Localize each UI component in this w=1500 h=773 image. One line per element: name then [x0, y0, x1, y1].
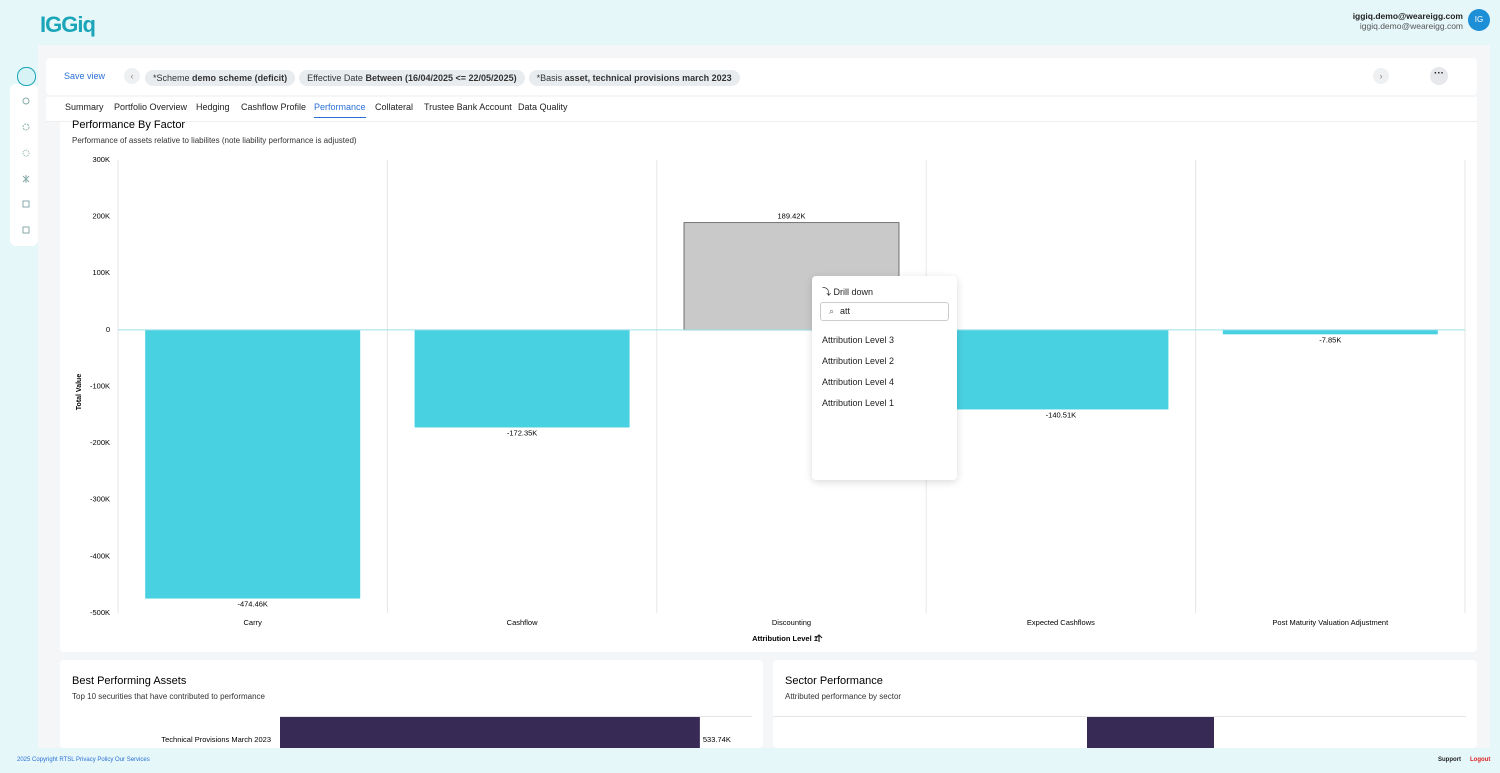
filter-label: *Basis — [536, 73, 563, 83]
y-tick-label: 0 — [106, 325, 110, 334]
footer-copyright[interactable]: 2025 Copyright RTSL Privacy Policy Our S… — [17, 757, 150, 763]
filter-value: asset, technical provisions march 2023 — [564, 73, 732, 83]
filter-chip[interactable]: Effective Date Between (16/04/2025 <= 22… — [299, 70, 525, 86]
prev-button[interactable]: ‹ — [124, 68, 140, 84]
sector-card — [773, 660, 1477, 748]
value-label: 189.42K — [778, 212, 806, 221]
filter-chip[interactable]: *Basis asset, technical provisions march… — [528, 70, 740, 86]
user-email: iggiq.demo@weareigg.com — [1359, 21, 1463, 31]
y-tick-label: -100K — [90, 381, 110, 390]
sector-bar — [1087, 717, 1214, 748]
filter-label: *Scheme — [153, 73, 190, 83]
x-tick-label: Carry — [244, 618, 263, 627]
save-view[interactable]: Save view — [64, 71, 106, 81]
bar — [953, 329, 1169, 410]
y-tick-label: -400K — [90, 551, 110, 560]
tab[interactable]: Hedging — [196, 102, 230, 112]
bottom-charts: Best Performing Assets Top 10 securities… — [72, 675, 901, 748]
sector-gridline — [773, 716, 1466, 717]
y-tick-label: -500K — [90, 608, 110, 617]
value-label: -140.51K — [1046, 410, 1076, 419]
performance-chart: Performance By Factor Performance of ass… — [72, 119, 1466, 643]
user-info: iggiq.demo@weareigg.com iggiq.demo@weare… — [1353, 11, 1463, 31]
filter-chips: *Scheme demo scheme (deficit) Effective D… — [145, 68, 744, 86]
value-label: -474.46K — [237, 600, 267, 609]
filter-chip[interactable]: *Scheme demo scheme (deficit) — [145, 70, 296, 86]
x-axis-label[interactable]: Attribution Level 1 — [752, 634, 818, 643]
value-label: 533.74K — [703, 735, 731, 744]
x-tick-label: Post Maturity Valuation Adjustment — [1272, 618, 1389, 627]
best-subtitle: Top 10 securities that have contributed … — [72, 692, 266, 701]
sector-title: Sector Performance — [785, 675, 883, 687]
x-tick-label: Discounting — [772, 618, 811, 627]
x-tick-label: Cashflow — [507, 618, 538, 627]
drill-option[interactable]: Attribution Level 4 — [822, 377, 895, 387]
tab[interactable]: Data Quality — [518, 102, 568, 112]
drill-menu: ⤵ Drill down ⌕ att Attribution Level 3 Att… — [812, 276, 957, 480]
tab[interactable]: Portfolio Overview — [114, 102, 188, 112]
tab[interactable]: Summary — [65, 102, 104, 112]
drill-option[interactable]: Attribution Level 2 — [822, 356, 895, 366]
tab[interactable]: Trustee Bank Account — [424, 102, 512, 112]
value-label: -172.35K — [507, 428, 537, 437]
y-tick-label: 100K — [92, 268, 110, 277]
bar — [280, 717, 700, 748]
sidebar-toggle[interactable] — [17, 67, 36, 86]
y-tick-label: 200K — [92, 212, 110, 221]
tab-bar — [46, 97, 1477, 122]
filter-bar: Save view ‹ *Scheme demo scheme (deficit… — [46, 58, 1477, 95]
drill-option[interactable]: Attribution Level 1 — [822, 398, 895, 408]
filter-value: Between (16/04/2025 <= 22/05/2025) — [365, 73, 517, 83]
y-tick-label: Technical Provisions March 2023 — [161, 735, 271, 744]
filter-label: Effective Date — [307, 73, 363, 83]
y-tick-label: 300K — [92, 155, 110, 164]
tab[interactable]: Cashflow Profile — [241, 102, 307, 112]
sort-arrow[interactable] — [815, 634, 823, 642]
bar — [414, 329, 630, 428]
user-name: iggiq.demo@weareigg.com — [1352, 11, 1463, 21]
x-tick-label: Expected Cashflows — [1027, 618, 1095, 627]
drill-option[interactable]: Attribution Level 3 — [822, 335, 895, 345]
chart-subtitle: Performance of assets relative to liabil… — [72, 136, 357, 145]
bar — [145, 329, 361, 599]
avatar[interactable]: IG — [1468, 9, 1490, 31]
y-tick-label: -300K — [90, 495, 110, 504]
value-label: -7.85K — [1319, 335, 1341, 344]
best-title: Best Performing Assets — [72, 675, 187, 687]
drill-search[interactable]: ⌕ att — [820, 302, 949, 321]
footer-logout[interactable]: Logout — [1470, 757, 1491, 763]
filter-value: demo scheme (deficit) — [192, 73, 288, 83]
drill-title-text: Drill down — [833, 287, 874, 297]
y-tick-label: -200K — [90, 438, 110, 447]
drill-title[interactable]: ⤵ Drill down — [822, 287, 874, 297]
y-axis-label: Total Value — [76, 374, 83, 411]
more-button[interactable]: ··· — [1430, 67, 1448, 85]
next-button[interactable]: › — [1373, 68, 1389, 84]
logo[interactable]: IGGiq — [40, 12, 96, 37]
chart-title: Performance By Factor — [72, 119, 185, 131]
sector-subtitle: Attributed performance by sector — [785, 692, 901, 701]
bar — [1222, 329, 1438, 335]
footer-support[interactable]: Support — [1438, 757, 1461, 763]
search-text: att — [840, 306, 851, 316]
tab[interactable]: Performance — [314, 102, 366, 118]
tab[interactable]: Collateral — [375, 102, 414, 112]
